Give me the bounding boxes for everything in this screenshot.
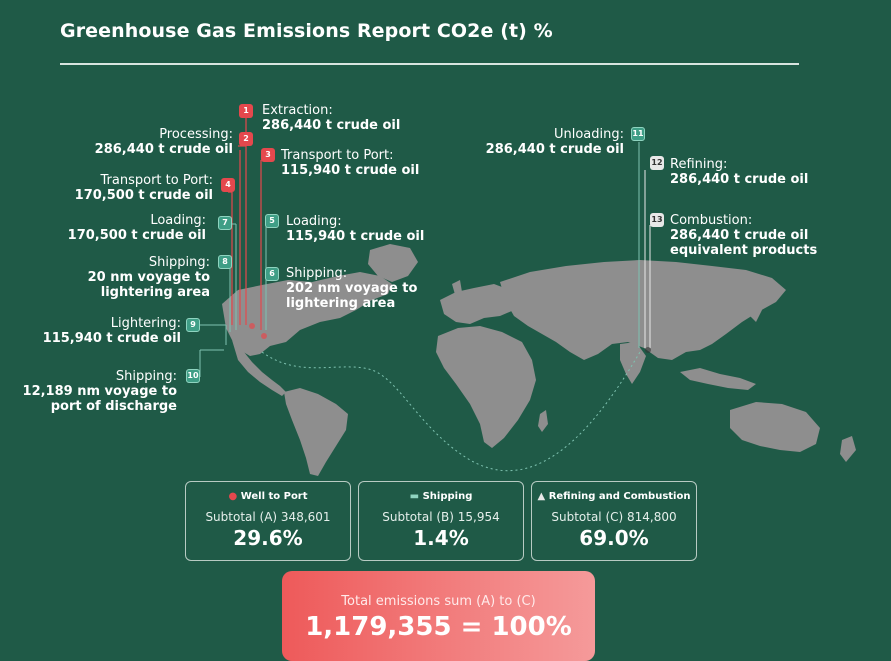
summary-subtotal: Subtotal (B) 15,954 bbox=[382, 510, 500, 524]
step-name: Loading: bbox=[286, 214, 342, 229]
summary-title: ▬ Shipping bbox=[409, 491, 473, 502]
step-badge-10: 10 bbox=[186, 369, 200, 383]
step-unloading: Unloading: 286,440 t crude oil bbox=[486, 127, 624, 157]
summary-percent: 29.6% bbox=[233, 526, 303, 550]
tanker-ship-icon: ▬ bbox=[409, 491, 420, 502]
step-detail: 115,940 t crude oil bbox=[281, 163, 420, 178]
step-name: Shipping: bbox=[286, 266, 348, 281]
title-divider bbox=[60, 63, 799, 65]
summary-shipping: ▬ Shipping Subtotal (B) 15,954 1.4% bbox=[358, 481, 524, 561]
step-badge-13: 13 bbox=[650, 213, 664, 227]
step-detail-2: lightering area bbox=[100, 285, 210, 300]
step-detail-2: port of discharge bbox=[50, 399, 177, 414]
step-name: Transport to Port: bbox=[281, 148, 394, 163]
step-badge-11: 11 bbox=[631, 127, 645, 141]
step-detail: 170,500 t crude oil bbox=[74, 188, 213, 203]
step-detail: 115,940 t crude oil bbox=[286, 229, 425, 244]
step-name: Refining: bbox=[670, 157, 728, 172]
step-lightering: Lightering: 115,940 t crude oil bbox=[43, 316, 181, 346]
step-badge-3: 3 bbox=[261, 148, 275, 162]
total-emissions-box: Total emissions sum (A) to (C) 1,179,355… bbox=[282, 571, 595, 661]
step-detail: 286,440 t crude oil bbox=[670, 172, 809, 187]
summary-refining-combustion: ▲ Refining and Combustion Subtotal (C) 8… bbox=[531, 481, 697, 561]
summary-percent: 1.4% bbox=[413, 526, 469, 550]
step-name: Shipping: bbox=[148, 255, 210, 270]
step-processing: Processing: 286,440 t crude oil bbox=[95, 127, 233, 157]
step-name: Unloading: bbox=[553, 127, 624, 142]
step-name: Lightering: bbox=[110, 316, 181, 331]
step-badge-5: 5 bbox=[265, 214, 279, 228]
step-detail: 115,940 t crude oil bbox=[42, 331, 181, 346]
step-shipping-c: Shipping: 12,189 nm voyage to port of di… bbox=[23, 369, 177, 414]
total-label: Total emissions sum (A) to (C) bbox=[341, 594, 536, 609]
step-name: Processing: bbox=[159, 127, 233, 142]
step-name: Extraction: bbox=[262, 103, 333, 118]
refinery-icon: ▲ bbox=[537, 491, 546, 502]
summary-subtotal: Subtotal (C) 814,800 bbox=[551, 510, 677, 524]
shipping-route bbox=[261, 351, 641, 472]
step-extraction: Extraction: 286,440 t crude oil bbox=[262, 103, 400, 133]
summary-title: ● Well to Port bbox=[228, 491, 308, 502]
step-badge-4: 4 bbox=[221, 178, 235, 192]
step-refining: Refining: 286,440 t crude oil bbox=[670, 157, 808, 187]
step-transport-to-port-a: Transport to Port: 115,940 t crude oil bbox=[281, 148, 419, 178]
summary-percent: 69.0% bbox=[579, 526, 649, 550]
step-name: Shipping: bbox=[115, 369, 177, 384]
page-title: Greenhouse Gas Emissions Report CO2e (t)… bbox=[60, 20, 553, 42]
step-detail: 202 nm voyage to bbox=[286, 281, 418, 296]
summary-well-to-port: ● Well to Port Subtotal (A) 348,601 29.6… bbox=[185, 481, 351, 561]
step-transport-to-port-b: Transport to Port: 170,500 t crude oil bbox=[75, 173, 213, 203]
step-shipping-a: Shipping: 202 nm voyage to lightering ar… bbox=[286, 266, 417, 311]
step-detail: 286,440 t crude oil bbox=[485, 142, 624, 157]
total-value: 1,179,355 = 100% bbox=[305, 612, 572, 642]
step-combustion: Combustion: 286,440 t crude oil equivale… bbox=[670, 213, 817, 258]
step-loading-a: Loading: 115,940 t crude oil bbox=[286, 214, 424, 244]
step-detail: 20 nm voyage to bbox=[87, 270, 210, 285]
step-badge-8: 8 bbox=[218, 255, 232, 269]
summary-title: ▲ Refining and Combustion bbox=[537, 491, 691, 502]
step-name: Loading: bbox=[150, 213, 206, 228]
step-badge-12: 12 bbox=[650, 156, 664, 170]
step-shipping-b: Shipping: 20 nm voyage to lightering are… bbox=[88, 255, 210, 300]
step-badge-6: 6 bbox=[265, 267, 279, 281]
step-badge-1: 1 bbox=[239, 104, 253, 118]
oil-drop-icon: ● bbox=[228, 491, 238, 502]
step-loading-b: Loading: 170,500 t crude oil bbox=[68, 213, 206, 243]
step-detail-2: lightering area bbox=[286, 296, 396, 311]
step-detail: 286,440 t crude oil bbox=[670, 228, 809, 243]
summary-subtotal: Subtotal (A) 348,601 bbox=[205, 510, 331, 524]
step-badge-9: 9 bbox=[186, 318, 200, 332]
step-detail: 12,189 nm voyage to bbox=[22, 384, 177, 399]
step-name: Combustion: bbox=[670, 213, 753, 228]
step-badge-2: 2 bbox=[239, 132, 253, 146]
step-detail-2: equivalent products bbox=[670, 243, 818, 258]
step-detail: 286,440 t crude oil bbox=[94, 142, 233, 157]
step-detail: 170,500 t crude oil bbox=[67, 228, 206, 243]
step-detail: 286,440 t crude oil bbox=[262, 118, 401, 133]
step-badge-7: 7 bbox=[218, 216, 232, 230]
step-name: Transport to Port: bbox=[100, 173, 213, 188]
